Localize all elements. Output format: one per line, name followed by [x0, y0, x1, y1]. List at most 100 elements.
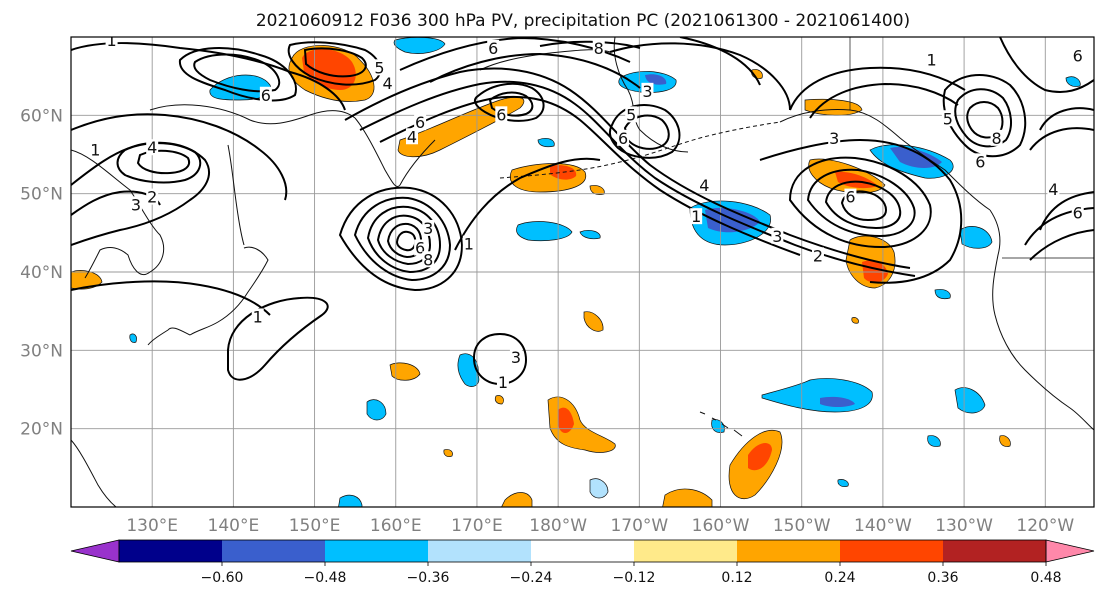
contour-label-backdrop [129, 196, 142, 213]
colorbar-extend-high [1045, 539, 1095, 563]
precip-negative-anomaly [537, 138, 555, 148]
coastline-north-america [989, 209, 1094, 431]
contour-label: 4 [383, 74, 393, 93]
colorbar-tick-label: 0.48 [1030, 570, 1061, 586]
pv-contour [1024, 207, 1094, 246]
colorbar-segment [325, 540, 429, 562]
pv-contour [71, 113, 288, 201]
contour-label-backdrop [941, 110, 954, 127]
pv-contour [353, 196, 452, 282]
contour-label: 6 [415, 113, 425, 132]
contour-label: 1 [253, 307, 263, 326]
precip-negative-anomaly [927, 435, 941, 447]
lat-tick-label: 20°N [20, 420, 63, 440]
contour-label: 1 [927, 51, 937, 70]
precip-negative-anomaly [837, 479, 849, 487]
precip-negative-anomaly [589, 478, 609, 499]
precip-positive-anomaly-core [862, 260, 888, 283]
precip-negative-anomaly [934, 289, 951, 300]
contour-label-backdrop [641, 82, 654, 99]
lat-tick-label: 40°N [20, 263, 63, 283]
pv-contour [1039, 191, 1094, 231]
pv-contour [366, 205, 442, 274]
colorbar-tick-label: 0.12 [721, 570, 752, 586]
lon-tick-label: 150°E [289, 516, 341, 536]
contour-label: 6 [845, 188, 855, 207]
contour-label: 2 [147, 188, 157, 207]
precip-negative-anomaly [959, 226, 993, 249]
pv-contour [136, 149, 190, 175]
pv-contour [759, 138, 963, 284]
colorbar-segment [737, 540, 841, 562]
contour-label: 8 [991, 129, 1001, 148]
pv-contour [954, 88, 1012, 148]
contour-label-backdrop [105, 37, 118, 48]
lon-tick-label: 150°W [773, 516, 831, 536]
precip-positive-anomaly [583, 311, 604, 332]
colorbar-frame [118, 539, 1047, 563]
contour-label-backdrop [414, 114, 427, 131]
contour-label: 1 [464, 235, 474, 254]
lon-tick-label: 140°E [208, 516, 260, 536]
precip-negative-anomaly [711, 419, 725, 433]
contour-label-backdrop [974, 153, 987, 170]
contour-label: 4 [147, 138, 157, 157]
coastline-okhotsk [149, 104, 356, 125]
contour-label-backdrop [251, 308, 264, 325]
contour-label-backdrop [495, 106, 508, 123]
contour-label: 8 [423, 250, 433, 269]
pv-contour [623, 114, 670, 150]
precip-negative-anomaly-core [645, 74, 667, 85]
graticule [71, 37, 1094, 507]
contour-label-backdrop [373, 59, 386, 76]
coastlines [71, 37, 1094, 507]
lon-tick-label: 160°E [370, 516, 422, 536]
lon-tick-label: 170°E [451, 516, 503, 536]
precip-positive-anomaly [999, 435, 1011, 447]
contour-label-backdrop [771, 227, 784, 244]
longitude-labels: 130°E 140°E 150°E 160°E 170°E 180°W 170°W 160°W… [126, 516, 1074, 536]
contour-label: 6 [261, 86, 271, 105]
contour-label: 6 [415, 239, 425, 258]
precip-negative-anomaly [338, 494, 363, 507]
contour-label-backdrop [487, 39, 500, 56]
contour-label-backdrop [422, 219, 435, 236]
pv-contour [1029, 127, 1094, 151]
lon-tick-label: 180°W [529, 516, 587, 536]
coastline-asia [71, 149, 165, 279]
pv-contour [1039, 107, 1094, 131]
precip-negative-anomaly [579, 230, 601, 240]
pv-contour [178, 47, 297, 102]
map-frame [70, 36, 1095, 508]
contour-label: 5 [943, 109, 953, 128]
lat-tick-label: 60°N [20, 106, 63, 126]
contour-label-backdrop [617, 129, 630, 146]
contour-label-backdrop [1071, 204, 1084, 221]
contour-label-backdrop [592, 39, 605, 56]
contour-label: 1 [498, 373, 508, 392]
contour-label: 5 [626, 105, 636, 124]
contour-label: 6 [1073, 47, 1083, 66]
pv-contour [71, 280, 271, 316]
contour-label-backdrop [1047, 180, 1060, 197]
colorbar-segment [634, 540, 738, 562]
pv-contour [809, 82, 959, 119]
lon-tick-label: 170°W [610, 516, 668, 536]
coastline-sakhalin [227, 144, 245, 246]
colorbar-tick-label: −0.12 [613, 570, 656, 586]
coastline-japan-south [147, 327, 191, 346]
colorbar-segment [428, 540, 532, 562]
pv-contour [1029, 229, 1094, 261]
colorbar-tick-label: 0.24 [824, 570, 855, 586]
contour-label-backdrop [509, 349, 522, 366]
precip-negative-anomaly [366, 399, 387, 421]
pv-contour [539, 40, 641, 49]
pv-contour [344, 67, 911, 269]
contour-label-backdrop [146, 139, 159, 156]
lon-tick-label: 120°W [1016, 516, 1074, 536]
precip-positive-anomaly-core [748, 443, 772, 471]
contour-label: 1 [107, 31, 117, 50]
pv-contour [287, 41, 382, 86]
pv-contour [376, 214, 432, 266]
